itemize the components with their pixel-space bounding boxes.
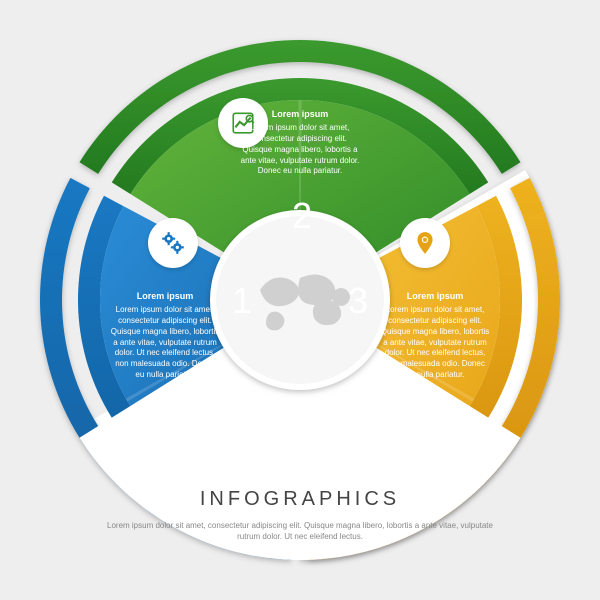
- segment-3-number: 3: [338, 280, 378, 322]
- segment-1-title: Lorem ipsum: [110, 290, 220, 302]
- segment-2-text: Lorem ipsum Lorem ipsum dolor sit amet, …: [240, 108, 360, 177]
- segment-1-number: 1: [222, 280, 262, 322]
- footer-text: Lorem ipsum dolor sit amet, consectetur …: [100, 520, 500, 542]
- segment-2-title: Lorem ipsum: [240, 108, 360, 120]
- gears-icon: [160, 230, 186, 256]
- infographic-stage: Lorem ipsum Lorem ipsum dolor sit amet, …: [0, 0, 600, 600]
- segment-3-text: Lorem ipsum Lorem ipsum dolor sit amet, …: [380, 290, 490, 381]
- segment-2-number: 2: [282, 195, 322, 237]
- pin-icon: [412, 230, 438, 256]
- segment-3-title: Lorem ipsum: [380, 290, 490, 302]
- segment-1-text: Lorem ipsum Lorem ipsum dolor sit amet, …: [110, 290, 220, 381]
- segment-3-icon-circle: [400, 218, 450, 268]
- segment-1-body: Lorem ipsum dolor sit amet, consectetur …: [111, 305, 220, 379]
- segment-3-body: Lorem ipsum dolor sit amet, consectetur …: [381, 305, 490, 379]
- segment-2-body: Lorem ipsum dolor sit amet, consectetur …: [241, 123, 360, 175]
- main-title: INFOGRAPHICS: [0, 488, 600, 511]
- segment-1-icon-circle: [148, 218, 198, 268]
